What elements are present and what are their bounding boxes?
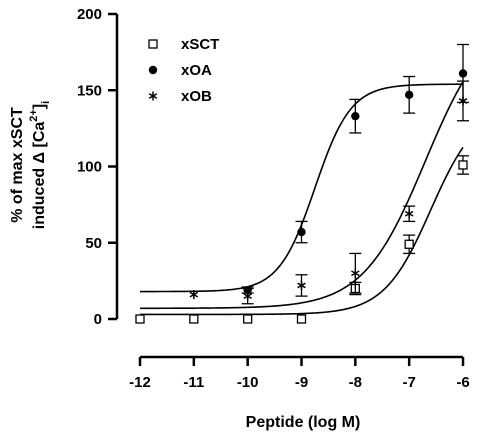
x-tick-label: -8 <box>349 374 362 391</box>
asterisk-stroke <box>351 270 360 277</box>
point-xOB <box>351 268 360 278</box>
y-axis-title: % of max xSCT induced Δ [Ca2+]i <box>9 101 52 229</box>
point-xSCT <box>243 314 253 324</box>
x-tick-label: -11 <box>183 374 204 391</box>
asterisk-stroke <box>297 282 306 289</box>
y-axis-title-line1: % of max xSCT <box>9 107 26 223</box>
point-xSCT <box>404 239 414 249</box>
x-tick-label: -12 <box>129 374 151 391</box>
point-xOB <box>243 291 252 301</box>
legend: xSCT xOA xOB <box>148 36 219 105</box>
legend-marker-xOB <box>148 91 158 101</box>
point-xSCT <box>458 160 468 170</box>
y-axis-title-sub: i <box>40 101 52 104</box>
asterisk-stroke <box>189 291 199 298</box>
legend-marker-xOA <box>148 65 158 75</box>
asterisk-stroke <box>148 93 158 99</box>
y-tick-label: 200 <box>77 6 102 23</box>
asterisk-stroke <box>458 98 468 104</box>
x-axis-title: Peptide (log M) <box>246 414 361 431</box>
point-xSCT <box>189 314 199 324</box>
x-tick-label: -10 <box>237 374 259 391</box>
y-tick-label: 0 <box>94 311 102 328</box>
y-axis-title-line2: induced Δ [Ca2+]i <box>28 101 52 229</box>
point-xOA <box>351 111 360 121</box>
legend-label-xOA: xOA <box>181 62 212 79</box>
y-tick-label: 50 <box>85 235 102 252</box>
x-tick-label: -6 <box>456 374 469 391</box>
data-points <box>135 43 469 324</box>
point-xSCT <box>296 314 307 324</box>
x-tick-label: -7 <box>402 374 415 391</box>
legend-label-xOB: xOB <box>181 88 212 105</box>
asterisk-stroke <box>243 293 252 300</box>
asterisk-stroke <box>404 210 414 217</box>
point-xOB <box>404 209 414 219</box>
point-xSCT <box>135 314 145 324</box>
fit-curve-xOB <box>140 81 464 310</box>
point-xOB <box>189 290 199 300</box>
legend-marker-xSCT <box>148 39 158 49</box>
point-xOA <box>297 227 306 237</box>
point-xOB <box>297 280 306 290</box>
y-tick-label: 150 <box>77 82 102 99</box>
x-tick-label: -9 <box>295 374 308 391</box>
point-xOA <box>458 69 468 78</box>
legend-label-xSCT: xSCT <box>181 36 219 53</box>
y-axis-title-prefix: induced Δ [Ca <box>31 122 48 230</box>
point-xOB <box>458 96 468 106</box>
y-axis-title-close: ] <box>31 104 48 109</box>
y-tick-label: 100 <box>77 159 102 176</box>
point-xOA <box>404 90 414 100</box>
axes: 0 50 100 150 200 -12 -11 -10 -9 -8 -7 -6 <box>77 6 470 391</box>
y-axis-title-sup: 2+ <box>28 109 40 122</box>
